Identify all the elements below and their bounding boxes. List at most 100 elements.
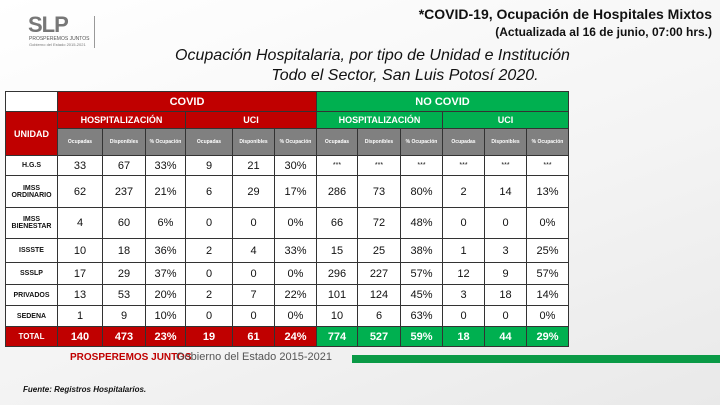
- value-cell: 4: [232, 238, 275, 263]
- value-cell: 0: [232, 262, 275, 285]
- table-row: PRIVADOS 13 53 20% 2 7 22% 101 124 45% 3 18 14%: [5, 284, 569, 306]
- value-cell: 14: [484, 175, 527, 208]
- subheader-cell: Ocupadas: [57, 128, 103, 156]
- value-cell: 2: [185, 238, 233, 263]
- value-cell: 2: [442, 175, 485, 208]
- logo-line2: Gobierno del Estado 2015-2021: [29, 42, 86, 47]
- value-cell: 37%: [145, 262, 186, 285]
- value-cell: ***: [526, 155, 569, 176]
- value-cell: ***: [357, 155, 401, 176]
- value-cell: 0%: [274, 262, 317, 285]
- value-cell: 0: [185, 305, 233, 327]
- total-row: TOTAL 140 473 23% 19 61 24% 774 527 59% 18 44 29%: [5, 326, 569, 347]
- value-cell: 48%: [400, 207, 443, 239]
- table-row: IMSS BIENESTAR 4 60 6% 0 0 0% 66 72 48% 0 0 0%: [5, 207, 569, 239]
- value-cell: 15: [316, 238, 358, 263]
- value-cell: 3: [442, 284, 485, 306]
- value-cell: 101: [316, 284, 358, 306]
- value-cell: 9: [102, 305, 146, 327]
- unit-label: SEDENA: [5, 305, 58, 327]
- value-cell: 0: [442, 207, 485, 239]
- value-cell: 33%: [274, 238, 317, 263]
- value-cell: 10: [316, 305, 358, 327]
- covid-uci-header: UCI: [185, 111, 317, 129]
- unit-label: H.G.S: [5, 155, 58, 176]
- value-cell: 21%: [145, 175, 186, 208]
- covid-hosp-header: HOSPITALIZACIÓN: [57, 111, 186, 129]
- value-cell: 17%: [274, 175, 317, 208]
- value-cell: 60: [102, 207, 146, 239]
- value-cell: 10%: [145, 305, 186, 327]
- logo-line1: PROSPEREMOS JUNTOS: [29, 36, 90, 42]
- nocovid-header: NO COVID: [316, 91, 569, 112]
- table-row: SSSLP 17 29 37% 0 0 0% 296 227 57% 12 9 57%: [5, 262, 569, 285]
- value-cell: 72: [357, 207, 401, 239]
- value-cell: 7: [232, 284, 275, 306]
- page-title: Ocupación Hospitalaria, por tipo de Unid…: [175, 47, 570, 64]
- unit-label: SSSLP: [5, 262, 58, 285]
- value-cell: 29: [232, 175, 275, 208]
- value-cell: 67: [102, 155, 146, 176]
- source-note: Fuente: Registros Hospitalarios.: [23, 385, 147, 394]
- value-cell: 6%: [145, 207, 186, 239]
- value-cell: 237: [102, 175, 146, 208]
- subheader-cell: Ocupadas: [185, 128, 233, 156]
- value-cell: 18: [484, 284, 527, 306]
- value-cell: 20%: [145, 284, 186, 306]
- value-cell: 73: [357, 175, 401, 208]
- value-cell: ***: [442, 155, 485, 176]
- value-cell: 3: [484, 238, 527, 263]
- subheader-cell: Ocupadas: [316, 128, 358, 156]
- unit-label: ISSSTE: [5, 238, 58, 263]
- value-cell: 4: [57, 207, 103, 239]
- subheader-cell: % Ocupación: [145, 128, 186, 156]
- value-cell: 296: [316, 262, 358, 285]
- table-row: SEDENA 1 9 10% 0 0 0% 10 6 63% 0 0 0%: [5, 305, 569, 327]
- value-cell: 33: [57, 155, 103, 176]
- table-row: H.G.S 33 67 33% 9 21 30% *** *** *** *** *** ***: [5, 155, 569, 176]
- covid-header: COVID: [57, 91, 317, 112]
- value-cell: 53: [102, 284, 146, 306]
- value-cell: 38%: [400, 238, 443, 263]
- value-cell: 57%: [526, 262, 569, 285]
- value-cell: 0: [232, 207, 275, 239]
- value-cell: 22%: [274, 284, 317, 306]
- value-cell: 33%: [145, 155, 186, 176]
- nocovid-uci-header: UCI: [442, 111, 569, 129]
- subheader-cell: Ocupadas: [442, 128, 485, 156]
- value-cell: 0%: [526, 305, 569, 327]
- value-cell: ***: [484, 155, 527, 176]
- header-title: *COVID-19, Ocupación de Hospitales Mixto…: [418, 6, 712, 22]
- value-cell: 45%: [400, 284, 443, 306]
- unidad-header: UNIDAD: [5, 111, 58, 156]
- value-cell: 57%: [400, 262, 443, 285]
- value-cell: 30%: [274, 155, 317, 176]
- total-cell: 18: [442, 326, 485, 347]
- footer-gov: Gobierno del Estado 2015-2021: [176, 351, 332, 363]
- corner-cell: [5, 91, 58, 112]
- value-cell: 0: [484, 207, 527, 239]
- total-cell: 29%: [526, 326, 569, 347]
- unit-label: IMSS ORDINARIO: [5, 175, 58, 208]
- value-cell: 12: [442, 262, 485, 285]
- value-cell: 36%: [145, 238, 186, 263]
- table-row: IMSS ORDINARIO 62 237 21% 6 29 17% 286 73 80% 2 14 1…: [5, 175, 569, 208]
- subheader-cell: % Ocupación: [274, 128, 317, 156]
- value-cell: 0%: [274, 207, 317, 239]
- value-cell: 2: [185, 284, 233, 306]
- value-cell: 286: [316, 175, 358, 208]
- value-cell: 0%: [274, 305, 317, 327]
- footer-green-bar: [352, 355, 720, 363]
- subheader-cell: % Ocupación: [526, 128, 569, 156]
- page-subtitle: Todo el Sector, San Luis Potosí 2020.: [271, 67, 539, 84]
- value-cell: 62: [57, 175, 103, 208]
- value-cell: 0: [185, 207, 233, 239]
- value-cell: 124: [357, 284, 401, 306]
- value-cell: 0: [442, 305, 485, 327]
- value-cell: 0: [484, 305, 527, 327]
- table-row: ISSSTE 10 18 36% 2 4 33% 15 25 38% 1 3 25%: [5, 238, 569, 263]
- value-cell: 66: [316, 207, 358, 239]
- value-cell: 13%: [526, 175, 569, 208]
- footer-brand: PROSPEREMOS JUNTOS: [70, 352, 192, 363]
- value-cell: 25: [357, 238, 401, 263]
